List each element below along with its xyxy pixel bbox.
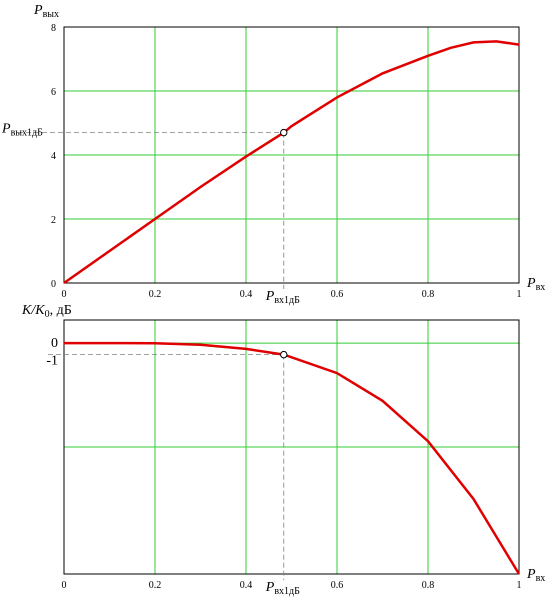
y-tick-label: 2 <box>51 215 56 226</box>
x-tick-label: 0.8 <box>422 289 435 300</box>
x-tick-label: 0 <box>62 580 67 591</box>
x-axis-label: Pвх <box>526 276 545 293</box>
x-axis-label: Pвх <box>526 567 545 584</box>
x-tick-label: 1 <box>517 289 522 300</box>
x-tick-label: 0.2 <box>149 580 162 591</box>
compression-point-marker <box>280 128 288 137</box>
gain-compression-chart: 0 0.2 0.4 0.6 0.8 1 0 -1 Pвх1дБ K/K0, дБ Pвх <box>21 303 545 597</box>
annotation-x-label: Pвх1дБ <box>265 580 300 597</box>
y-tick-label: -1 <box>46 354 58 369</box>
series-line <box>63 40 520 285</box>
x-tick-label: 0.4 <box>240 289 253 300</box>
series-line <box>64 341 521 575</box>
x-tick-label: 0 <box>62 289 67 300</box>
x-tick-label: 0.8 <box>422 580 435 591</box>
plot-frame <box>63 319 520 575</box>
y-tick-label: 8 <box>51 23 56 34</box>
y-tick-label: 6 <box>51 87 56 98</box>
x-tick-label: 0.6 <box>331 289 344 300</box>
annotation-y-label: Pвых1дБ <box>1 122 43 139</box>
x-tick-label: 0.2 <box>149 289 162 300</box>
y-axis-label: Pвых <box>33 3 59 20</box>
plot-frame <box>63 26 520 284</box>
x-tick-label: 1 <box>517 580 522 591</box>
y-tick-label: 0 <box>51 279 56 290</box>
compression-point-marker <box>280 350 288 359</box>
y-axis-label: K/K0, дБ <box>21 303 72 320</box>
annotation-x-label: Pвх1дБ <box>265 289 300 306</box>
y-tick-label: 0 <box>51 336 58 351</box>
output-power-chart: 0 0.2 0.4 0.6 0.8 1 0 2 4 6 8 Pвх1дБ Pвых1дБ Pвых Pвх <box>1 3 545 306</box>
y-tick-label: 4 <box>51 151 56 162</box>
x-tick-label: 0.6 <box>331 580 344 591</box>
x-tick-label: 0.4 <box>240 580 253 591</box>
